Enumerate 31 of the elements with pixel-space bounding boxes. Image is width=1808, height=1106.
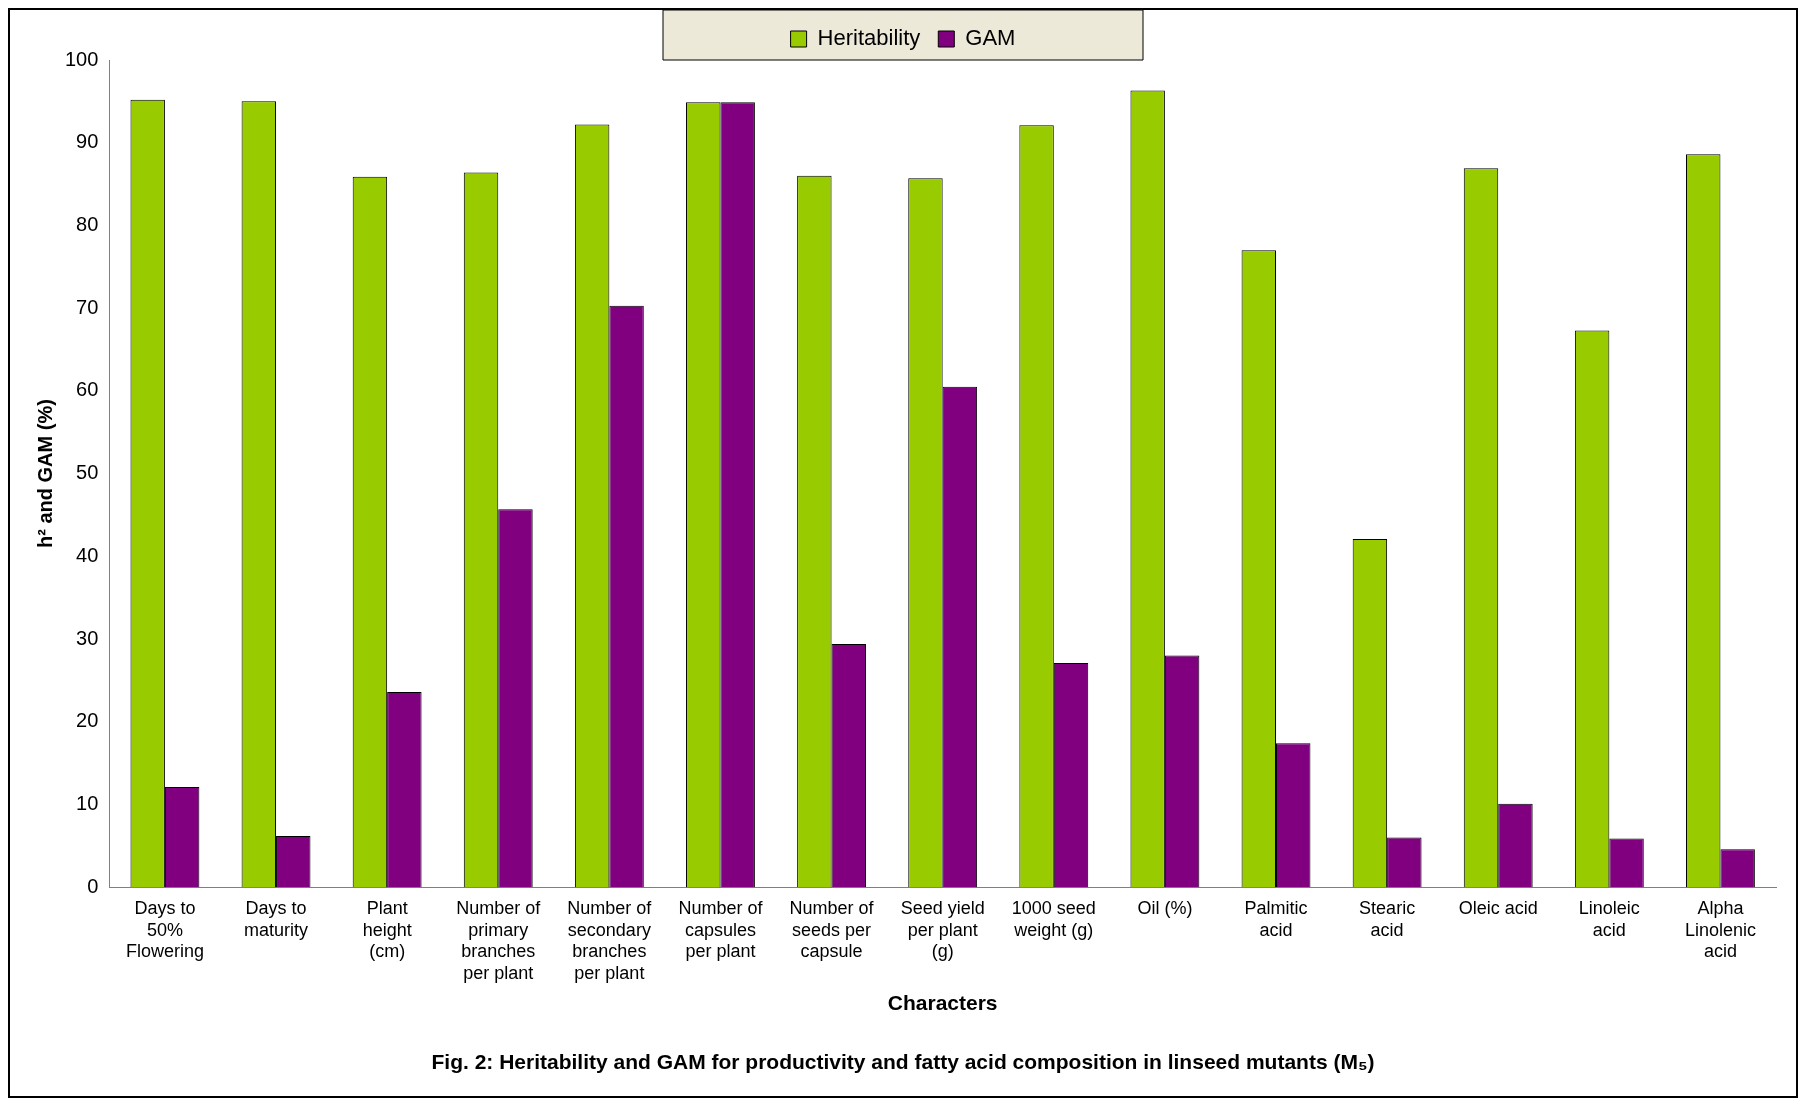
y-tick-label: 20: [76, 709, 99, 732]
x-tick-label: Number of secondary branches per plant: [567, 897, 653, 983]
y-tick-label: 0: [87, 874, 99, 897]
y-tick-label: 90: [76, 130, 99, 153]
x-tick-label: Days to 50% Flowering: [125, 897, 204, 962]
x-tick-label: Alpha Linolenic acid: [1684, 897, 1756, 962]
y-tick-label: 50: [76, 461, 99, 484]
x-tick-label: Plant height (cm): [362, 897, 412, 962]
x-tick-label: Number of primary branches per plant: [456, 897, 542, 983]
y-tick-label: 100: [64, 47, 99, 70]
text: Fig. 2: Heritability and GAM for productivity and fatty acid composition in linseed mutants (M₅): [431, 1050, 1375, 1074]
x-tick-label: Oleic acid: [1458, 897, 1538, 918]
x-tick-label: Oil (%): [1137, 897, 1193, 918]
x-tick-label: Palmitic acid: [1244, 897, 1308, 940]
x-axis-title: Characters: [887, 991, 998, 1014]
x-tick-label: Number of capsules per plant: [678, 897, 764, 962]
y-tick-label: 60: [76, 378, 99, 401]
y-tick-label: 40: [76, 543, 99, 566]
y-tick-label: 10: [76, 792, 99, 814]
y-tick-label: 70: [76, 295, 99, 318]
legend-label: GAM: [965, 25, 1016, 51]
legend-label: Heritability: [817, 25, 921, 51]
y-tick-label: 30: [76, 626, 99, 649]
x-tick-label: Linoleic acid: [1578, 897, 1640, 940]
x-tick-label: Stearic acid: [1359, 897, 1416, 940]
y-axis-title: h² and GAM (%): [33, 399, 56, 549]
x-tick-label: Number of seeds per capsule: [789, 897, 875, 962]
y-tick-label: 80: [76, 212, 99, 235]
x-tick-label: Days to maturity: [244, 897, 309, 940]
x-tick-label: 1000 seed weight (g): [1011, 897, 1096, 940]
x-tick-label: Seed yield per plant (g): [900, 897, 985, 962]
